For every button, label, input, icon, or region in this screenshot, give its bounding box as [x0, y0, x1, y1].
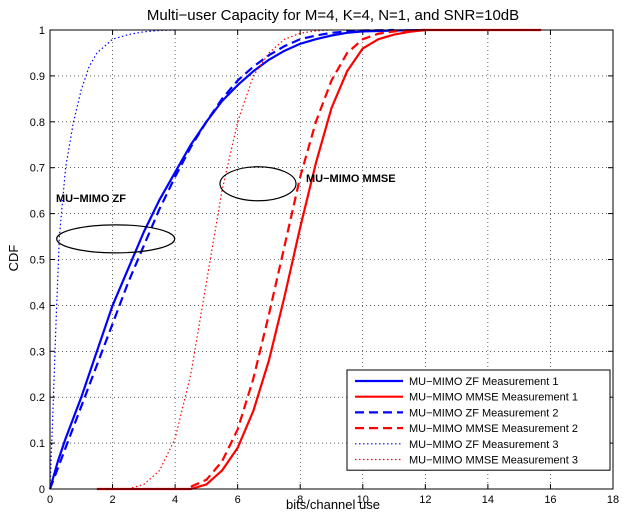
x-tick-label: 2 [109, 494, 115, 506]
legend-label-3: MU−MIMO ZF Measurement 2 [409, 407, 558, 419]
legend-label-5: MU−MIMO ZF Measurement 3 [409, 439, 558, 451]
y-tick-label: 1 [39, 25, 45, 37]
series-line-3 [48, 28, 395, 490]
y-tick-label: 0.5 [30, 255, 45, 267]
legend-box [346, 369, 611, 471]
series-line-6 [128, 29, 332, 490]
x-tick-label: 0 [47, 494, 53, 506]
x-tick-label: 16 [544, 494, 556, 506]
x-axis-label: bits/channel use [286, 497, 380, 512]
y-tick-label: 0 [39, 484, 45, 496]
x-tick-label: 14 [482, 494, 494, 506]
legend-label-2: MU−MIMO MMSE Measurement 1 [409, 392, 578, 404]
plot-area: 0 2 4 6 8 10 12 14 16 18 0 0.1 0.2 0.3 0.4 0.5 0.6 0.7 0.8… [30, 25, 619, 506]
y-tick-label: 0.2 [30, 392, 45, 404]
y-tick-label: 0.9 [30, 71, 45, 83]
x-tick-label: 10 [357, 494, 369, 506]
axes-box [49, 29, 614, 490]
y-tick-label: 0.8 [30, 117, 45, 129]
annotation-ellipse-2 [219, 166, 297, 202]
legend-label-1: MU−MIMO ZF Measurement 1 [409, 376, 558, 388]
chart-title: Multi−user Capacity for M=4, K=4, N=1, a… [147, 7, 519, 24]
x-tick-label: 12 [419, 494, 431, 506]
x-tick-label: 8 [297, 494, 303, 506]
x-tick-label: 18 [607, 494, 619, 506]
y-tick-label: 0.6 [30, 209, 45, 221]
series-line-4 [190, 28, 426, 488]
y-tick-label: 0.3 [30, 346, 45, 358]
legend-label-4: MU−MIMO MMSE Measurement 2 [409, 423, 578, 435]
y-tick-label: 0.7 [30, 163, 45, 175]
legend-label-6: MU−MIMO MMSE Measurement 3 [409, 455, 578, 467]
y-axis-label: CDF [6, 245, 21, 272]
x-tick-label: 6 [235, 494, 241, 506]
x-tick-label: 4 [172, 494, 178, 506]
annotation-ellipse-1 [56, 224, 176, 254]
annotation-label-2: MU−MIMO MMSE [306, 173, 396, 185]
y-tick-label: 0.4 [30, 300, 45, 312]
annotation-label-1: MU−MIMO ZF [56, 193, 126, 205]
y-tick-label: 0.1 [30, 438, 45, 450]
